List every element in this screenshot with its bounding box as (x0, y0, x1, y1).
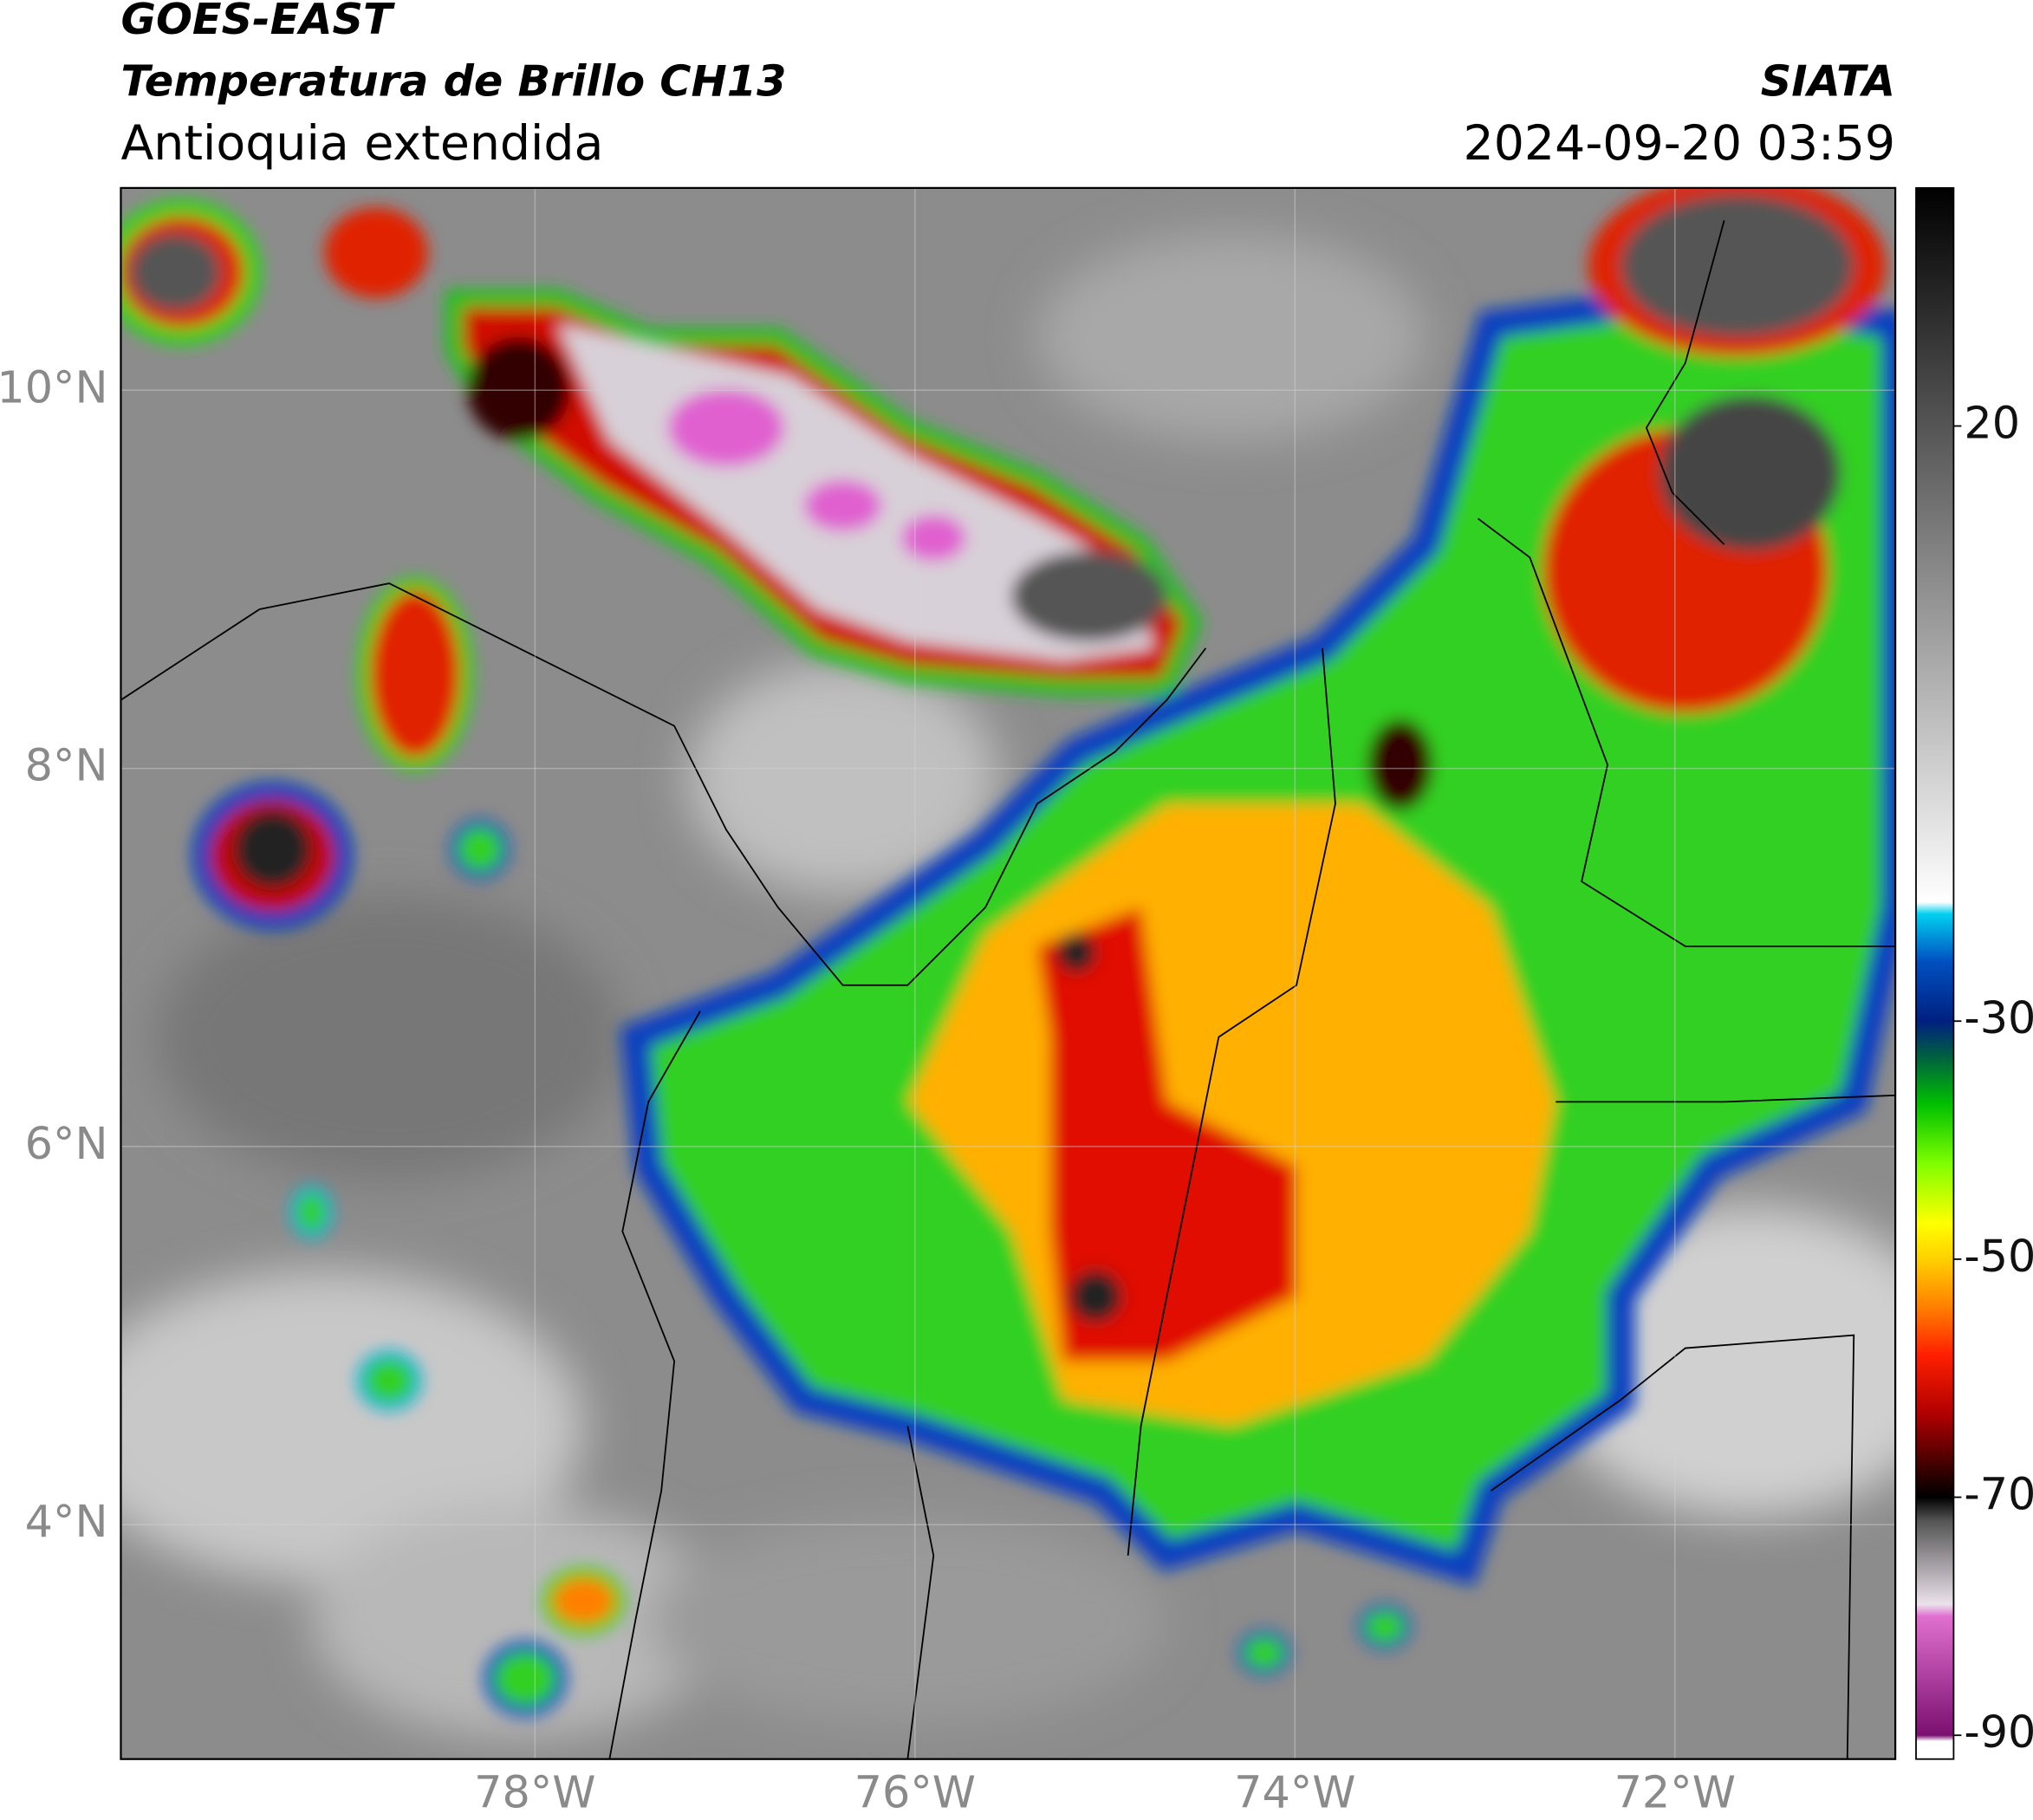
x-tick-label: 72°W (1614, 1767, 1736, 1818)
colorbar-tick-label: -50 (1964, 1231, 2033, 1282)
borders (120, 220, 1896, 1759)
map-frame (120, 186, 1897, 1760)
x-tick-label: 74°W (1234, 1767, 1355, 1818)
colorbar-tick-label: -70 (1964, 1469, 2033, 1520)
source: SIATA (1761, 56, 1895, 107)
title: GOES-EAST (120, 0, 395, 44)
x-tick-label: 76°W (854, 1767, 976, 1818)
y-tick-label: 10°N (0, 361, 107, 413)
x-tick-label: 78°W (474, 1767, 595, 1818)
y-tick-label: 8°N (25, 740, 108, 791)
satellite-image (120, 187, 1896, 1759)
y-tick-label: 4°N (25, 1496, 108, 1547)
colorbar (1915, 186, 1955, 1760)
grid (120, 187, 1896, 1759)
convective-systems (120, 187, 1896, 1717)
cloud-texture (120, 233, 1896, 1738)
colorbar-tick-label: 20 (1964, 398, 2020, 449)
subtitle: Temperatura de Brillo CH13 (120, 56, 786, 107)
datetime: 2024-09-20 03:59 (1464, 116, 1896, 172)
colorbar-tick-label: -90 (1964, 1706, 2033, 1758)
axis-labels: 78°W 76°W 74°W 72°W 10°N 8°N 6°N 4°N 20 -30 -50 -70… (0, 361, 2033, 1817)
y-tick-label: 6°N (25, 1118, 108, 1169)
region: Antioquia extendida (120, 116, 603, 172)
colorbar-tick-label: -30 (1964, 992, 2033, 1043)
